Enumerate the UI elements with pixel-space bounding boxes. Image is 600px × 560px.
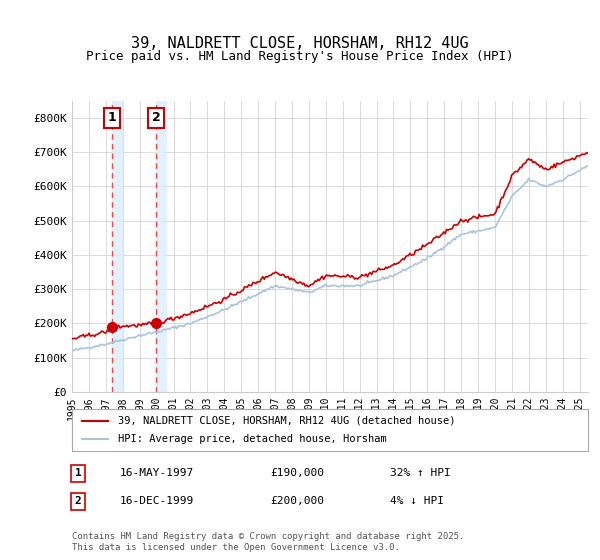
Text: 32% ↑ HPI: 32% ↑ HPI xyxy=(390,468,451,478)
Text: 1: 1 xyxy=(108,111,116,124)
Text: £190,000: £190,000 xyxy=(270,468,324,478)
Text: 2: 2 xyxy=(74,496,82,506)
Text: 39, NALDRETT CLOSE, HORSHAM, RH12 4UG (detached house): 39, NALDRETT CLOSE, HORSHAM, RH12 4UG (d… xyxy=(118,416,456,426)
Text: 16-MAY-1997: 16-MAY-1997 xyxy=(120,468,194,478)
Text: 2: 2 xyxy=(152,111,160,124)
Text: £200,000: £200,000 xyxy=(270,496,324,506)
Text: Contains HM Land Registry data © Crown copyright and database right 2025.
This d: Contains HM Land Registry data © Crown c… xyxy=(72,532,464,552)
Text: 1: 1 xyxy=(74,468,82,478)
Text: 39, NALDRETT CLOSE, HORSHAM, RH12 4UG: 39, NALDRETT CLOSE, HORSHAM, RH12 4UG xyxy=(131,36,469,52)
Bar xyxy=(112,101,122,392)
Text: 16-DEC-1999: 16-DEC-1999 xyxy=(120,496,194,506)
Bar xyxy=(156,101,166,392)
Text: Price paid vs. HM Land Registry's House Price Index (HPI): Price paid vs. HM Land Registry's House … xyxy=(86,50,514,63)
Text: 4% ↓ HPI: 4% ↓ HPI xyxy=(390,496,444,506)
Text: HPI: Average price, detached house, Horsham: HPI: Average price, detached house, Hors… xyxy=(118,434,387,444)
